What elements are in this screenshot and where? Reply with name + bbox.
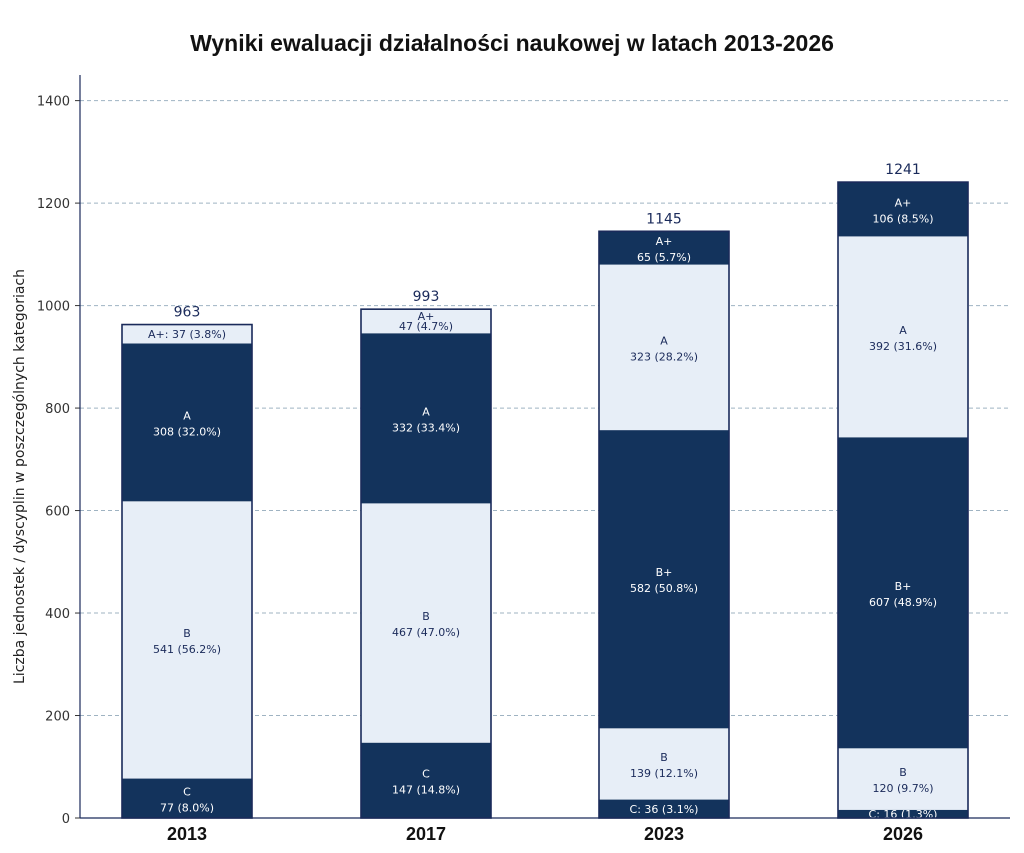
- x-tick-label: 2017: [406, 824, 446, 844]
- bar-segment: [122, 778, 252, 818]
- bar-segment: [599, 231, 729, 265]
- segment-name: C: [183, 785, 191, 798]
- segment-name: B: [660, 751, 668, 764]
- bar-total-label: 993: [413, 289, 440, 305]
- y-tick-label: 800: [45, 402, 70, 417]
- segment-label: A+: 37 (3.8%): [148, 328, 226, 341]
- x-tick-label: 2013: [167, 824, 207, 844]
- y-tick-label: 400: [45, 607, 70, 622]
- segment-label: 332 (33.4%): [392, 421, 460, 434]
- segment-name: B: [422, 610, 430, 623]
- segment-label: 582 (50.8%): [630, 582, 698, 595]
- x-tick-label: 2026: [883, 824, 923, 844]
- y-tick-label: 1000: [37, 300, 70, 315]
- bar-segment: [361, 309, 491, 334]
- bar-segment: [361, 503, 491, 743]
- bar-outline: [837, 181, 969, 819]
- segment-label: 106 (8.5%): [872, 212, 933, 225]
- bar-segment: [122, 343, 252, 502]
- bar-outline: [121, 323, 253, 819]
- bar-total-label: 1241: [885, 162, 921, 178]
- y-tick-label: 1400: [37, 95, 70, 110]
- segment-name: A: [422, 405, 430, 418]
- bar-segment: [838, 437, 968, 749]
- segment-name: A: [183, 409, 191, 422]
- segment-label: 65 (5.7%): [637, 251, 691, 264]
- bar-segment: [599, 430, 729, 729]
- segment-label: 147 (14.8%): [392, 783, 460, 796]
- bar-segment: [599, 264, 729, 431]
- segment-label: C: 16 (1.3%): [869, 808, 938, 821]
- segment-label: 323 (28.2%): [630, 350, 698, 363]
- y-tick-label: 600: [45, 505, 70, 520]
- segment-label: 392 (31.6%): [869, 340, 937, 353]
- bar-segment: [122, 324, 252, 344]
- segment-name: A+: [656, 235, 673, 248]
- segment-label: 607 (48.9%): [869, 596, 937, 609]
- segment-label: 77 (8.0%): [160, 801, 214, 814]
- segment-label: 47 (4.7%): [399, 320, 453, 333]
- y-tick-label: 200: [45, 710, 70, 725]
- y-axis-label: Liczba jednostek / dyscyplin w poszczegó…: [12, 269, 28, 684]
- bar-segment: [838, 748, 968, 810]
- segment-label: 467 (47.0%): [392, 626, 460, 639]
- y-tick-label: 0: [62, 812, 70, 827]
- segment-name: C: [422, 767, 430, 780]
- bar-outline: [360, 308, 492, 819]
- segment-name: A: [660, 334, 668, 347]
- segment-name: B+: [895, 580, 912, 593]
- bar-total-label: 1145: [646, 211, 682, 227]
- segment-name: A+: [895, 196, 912, 209]
- bar-segment: [838, 182, 968, 237]
- segment-name: B: [183, 627, 191, 640]
- bar-segment: [599, 799, 729, 818]
- bar-segment: [838, 236, 968, 438]
- chart-title: Wyniki ewaluacji działalności naukowej w…: [190, 30, 834, 56]
- bar-segment: [361, 333, 491, 504]
- segment-name: B: [899, 766, 907, 779]
- segment-label: 308 (32.0%): [153, 425, 221, 438]
- bar-segment: [361, 742, 491, 818]
- segment-label: 139 (12.1%): [630, 767, 698, 780]
- segment-label: 120 (9.7%): [872, 782, 933, 795]
- segment-label: C: 36 (3.1%): [630, 803, 699, 816]
- segment-label: 541 (56.2%): [153, 643, 221, 656]
- bar-segment: [599, 728, 729, 800]
- segment-name: A: [899, 324, 907, 337]
- segment-name: A+: [418, 310, 435, 323]
- x-tick-label: 2023: [644, 824, 684, 844]
- y-tick-label: 1200: [37, 197, 70, 212]
- bar-outline: [598, 230, 730, 819]
- segment-name: B+: [656, 566, 673, 579]
- bar-segment: [838, 809, 968, 818]
- bar-segment: [122, 501, 252, 779]
- bar-total-label: 963: [174, 305, 201, 321]
